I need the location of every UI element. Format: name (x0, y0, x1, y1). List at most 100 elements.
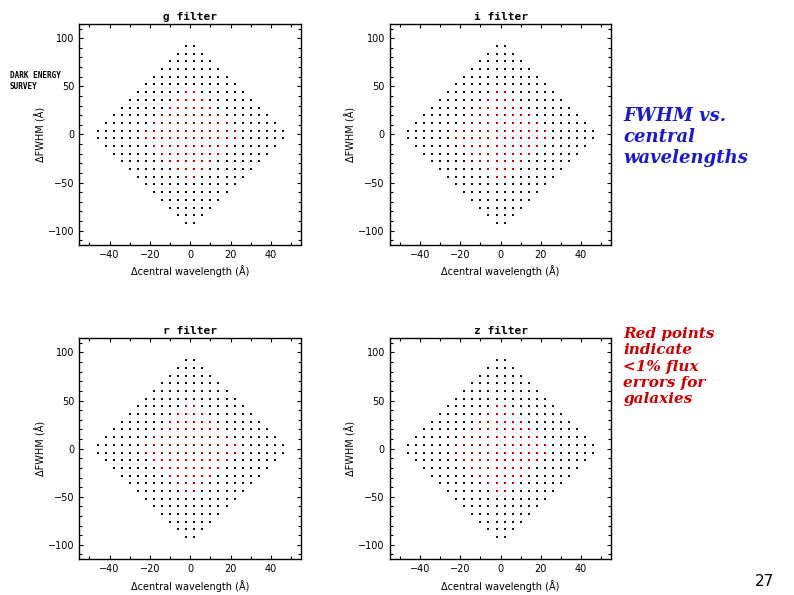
Point (237, 433, 249, 442)
Point (474, 378, 487, 388)
Point (188, 363, 201, 372)
Point (204, 111, 217, 120)
Point (212, 386, 225, 396)
Point (515, 203, 527, 212)
Point (220, 463, 233, 472)
Point (522, 164, 535, 174)
Text: FWHM vs.
central
wavelengths: FWHM vs. central wavelengths (623, 107, 748, 167)
Point (466, 133, 479, 143)
Point (482, 49, 495, 58)
Point (123, 417, 136, 427)
Point (156, 386, 168, 396)
Point (490, 471, 503, 480)
Point (522, 172, 535, 181)
Point (579, 440, 592, 450)
Point (132, 448, 145, 458)
Point (237, 126, 249, 135)
Point (466, 64, 479, 74)
Point (474, 126, 487, 135)
Point (410, 126, 422, 135)
Point (245, 95, 257, 105)
Point (228, 111, 241, 120)
Point (196, 394, 209, 403)
Point (252, 141, 265, 151)
Point (482, 87, 495, 97)
Point (204, 394, 217, 403)
Point (196, 111, 209, 120)
Point (220, 402, 233, 411)
Point (204, 118, 217, 128)
Point (490, 156, 503, 166)
Point (466, 455, 479, 465)
Point (426, 133, 438, 143)
Point (482, 211, 495, 220)
Point (196, 448, 209, 458)
Title: g filter: g filter (164, 11, 218, 21)
Point (555, 103, 568, 112)
Point (188, 355, 201, 365)
Point (426, 463, 438, 472)
Point (107, 433, 120, 442)
Point (140, 149, 152, 158)
Point (164, 433, 176, 442)
Point (180, 363, 193, 372)
Point (188, 126, 201, 135)
Point (441, 455, 454, 465)
Point (474, 87, 487, 97)
Point (434, 141, 446, 151)
Point (204, 448, 217, 458)
Point (204, 164, 217, 174)
Point (563, 141, 576, 151)
Point (140, 126, 152, 135)
Point (212, 64, 225, 74)
Point (441, 440, 454, 450)
Point (188, 72, 201, 82)
Point (466, 509, 479, 519)
Point (426, 103, 438, 112)
Point (474, 156, 487, 166)
Point (579, 126, 592, 135)
Point (410, 133, 422, 143)
Point (507, 502, 519, 511)
Point (507, 471, 519, 480)
Point (196, 187, 209, 197)
Point (490, 409, 503, 419)
Point (180, 49, 193, 58)
Point (164, 478, 176, 488)
Point (515, 463, 527, 472)
Point (188, 218, 201, 228)
Point (188, 378, 201, 388)
Point (571, 433, 584, 442)
Point (490, 463, 503, 472)
Point (441, 486, 454, 496)
Point (148, 164, 160, 174)
Point (204, 133, 217, 143)
Point (228, 440, 241, 450)
Point (434, 425, 446, 434)
Point (220, 133, 233, 143)
Point (458, 417, 471, 427)
Point (188, 103, 201, 112)
Point (490, 111, 503, 120)
Point (498, 133, 511, 143)
Title: z filter: z filter (473, 326, 527, 336)
Point (220, 156, 233, 166)
Point (522, 156, 535, 166)
Point (474, 172, 487, 181)
Point (245, 103, 257, 112)
Point (188, 203, 201, 212)
Point (220, 494, 233, 503)
Point (188, 49, 201, 58)
Point (466, 425, 479, 434)
Point (498, 218, 511, 228)
Point (538, 103, 551, 112)
Point (466, 486, 479, 496)
Point (474, 195, 487, 205)
Point (498, 211, 511, 220)
Point (140, 103, 152, 112)
Point (426, 425, 438, 434)
Point (498, 49, 511, 58)
Point (522, 80, 535, 89)
Point (156, 494, 168, 503)
Point (252, 103, 265, 112)
